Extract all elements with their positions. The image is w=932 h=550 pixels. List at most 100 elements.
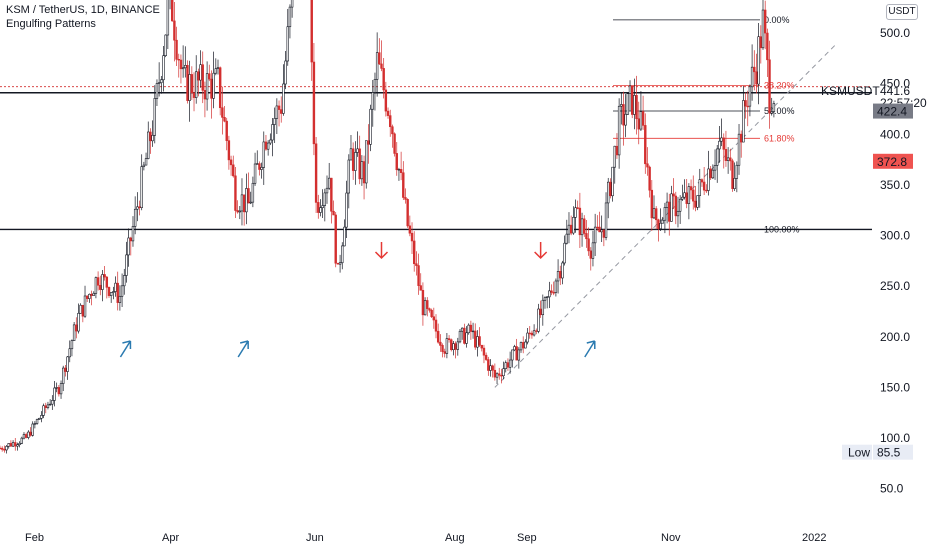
candle-body [166, 0, 170, 36]
candle-body [665, 201, 669, 208]
candle-body [77, 312, 80, 332]
candle-body [371, 92, 374, 110]
candle-body [57, 387, 61, 395]
currency-button[interactable]: USDT [886, 4, 918, 20]
candle-body [452, 343, 455, 351]
candle-body [615, 145, 619, 156]
candle-body [109, 292, 113, 296]
candle-body [654, 208, 658, 221]
candle-body [624, 113, 627, 126]
candle-body [218, 67, 222, 109]
candle-body [160, 79, 163, 84]
candle-body [280, 109, 283, 114]
candle-body [465, 332, 468, 344]
candle-body [40, 415, 43, 419]
candle-body [543, 297, 547, 301]
candle-body [545, 296, 549, 298]
candle-body [151, 135, 154, 142]
candle-body [242, 194, 246, 213]
candle-body [234, 175, 237, 211]
candle-body [731, 160, 734, 189]
candle-body [563, 242, 566, 264]
candle-body [310, 0, 313, 63]
candle-body [179, 59, 183, 70]
candle-body [262, 141, 265, 168]
candle-body [478, 336, 481, 346]
candle-body [266, 142, 270, 150]
candle-body [761, 9, 765, 49]
candle-body [212, 72, 215, 99]
candle-body [336, 262, 340, 265]
indicator-label[interactable]: Engulfing Patterns [6, 18, 96, 30]
candle-body [44, 405, 47, 408]
candle-body [114, 282, 117, 292]
candle-body [94, 277, 98, 294]
candle-body [700, 179, 704, 183]
candle-body [101, 274, 104, 290]
candle-body [650, 189, 654, 219]
candle-body [674, 195, 678, 217]
candle-body [380, 63, 383, 69]
candle-body [609, 181, 612, 197]
low-label: Low [848, 446, 870, 460]
candle-body [456, 341, 459, 350]
candle-body [565, 233, 569, 244]
candle-body [733, 178, 736, 189]
candle-body [48, 403, 52, 406]
candle-body [271, 124, 274, 141]
candle-body [203, 90, 207, 100]
candle-body [508, 359, 512, 368]
candle-body [395, 153, 398, 171]
candle-body [441, 345, 444, 352]
candle-body [718, 140, 721, 150]
candle-body [197, 71, 200, 81]
candle-body [42, 405, 45, 416]
candle-body [397, 169, 401, 171]
candle-body [484, 354, 488, 360]
candle-body [652, 208, 656, 219]
candle-body [11, 442, 15, 447]
candle-body [716, 148, 719, 166]
candle-body [711, 169, 715, 179]
candle-body [35, 419, 39, 424]
candle-body [676, 210, 680, 217]
candle-body [646, 163, 649, 168]
candle-body [362, 161, 366, 184]
candle-body [290, 0, 294, 8]
candle-body [343, 226, 346, 247]
candle-body [118, 295, 122, 303]
candle-body [513, 346, 516, 351]
candle-body [620, 104, 623, 107]
candle-body [173, 20, 176, 41]
candle-body [314, 143, 318, 203]
y-tick-label: 400.0 [880, 127, 910, 141]
candle-body [227, 140, 231, 161]
candle-body [724, 149, 728, 161]
candle-body [539, 308, 542, 316]
candle-body [149, 131, 152, 142]
candle-body [90, 293, 93, 296]
candle-body [604, 202, 608, 238]
candle-body [460, 327, 464, 332]
candle-body [463, 327, 466, 344]
candle-body [500, 375, 503, 377]
candle-body [759, 36, 763, 49]
candle-body [188, 74, 191, 101]
candle-body [59, 383, 63, 395]
candle-body [190, 74, 194, 94]
candle-body [685, 192, 688, 204]
resistance-arrow-icon [534, 242, 548, 260]
candle-body [46, 404, 50, 408]
candle-body [696, 195, 699, 208]
candle-body [698, 179, 701, 196]
candle-body [578, 207, 582, 236]
candle-body [593, 226, 597, 244]
candle-body [31, 423, 34, 436]
candle-body [107, 287, 111, 296]
candle-body [157, 82, 161, 84]
candle-body [229, 159, 233, 166]
candle-body [223, 117, 226, 122]
candle-body [739, 133, 743, 143]
x-tick-label: Sep [517, 532, 537, 544]
